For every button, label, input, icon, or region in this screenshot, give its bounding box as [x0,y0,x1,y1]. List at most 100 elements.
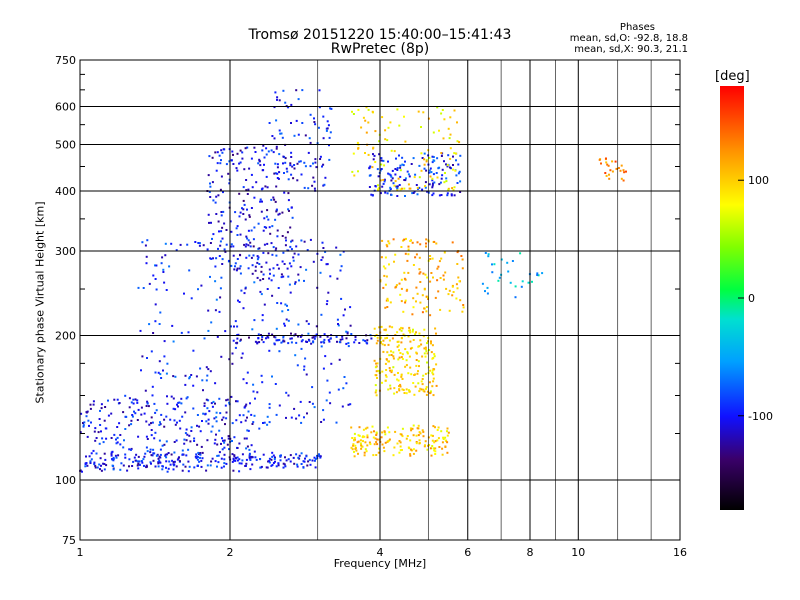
scatter-point [422,374,425,377]
scatter-point [297,133,300,136]
scatter-point [138,463,141,466]
scatter-point [207,213,210,216]
scatter-point [431,184,434,187]
stats-heading: Phases [619,22,655,33]
scatter-point [408,329,411,332]
scatter-point [204,412,207,415]
scatter-point [263,156,266,159]
scatter-point [265,215,268,218]
scatter-point [335,421,338,424]
scatter-point [222,191,224,194]
scatter-point [418,164,421,167]
scatter-point [410,163,413,165]
scatter-point [373,359,376,362]
scatter-point [281,211,284,214]
scatter-point [402,333,405,336]
scatter-point [425,306,428,308]
scatter-point [253,196,256,199]
scatter-point [421,355,424,358]
scatter-point [209,242,212,244]
scatter-point [297,323,300,326]
scatter-point [435,242,438,245]
scatter-point [401,156,404,159]
scatter-point [541,272,544,275]
scatter-point [615,167,618,170]
scatter-point [162,271,165,273]
scatter-point [224,423,226,426]
scatter-point [214,460,217,463]
scatter-point [99,468,101,471]
scatter-point [286,170,289,173]
scatter-point [390,175,393,178]
scatter-point [433,449,436,452]
scatter-point [381,239,384,242]
scatter-point [320,341,323,344]
scatter-point [230,264,233,267]
scatter-point [419,432,422,435]
scatter-point [104,406,107,408]
scatter-point [87,419,90,422]
scatter-point [230,325,232,328]
scatter-point [246,146,249,149]
scatter-point [233,454,236,457]
scatter-point [296,364,299,367]
scatter-point [195,453,198,456]
scatter-point [150,454,153,457]
scatter-point [337,324,340,327]
scatter-point [382,265,385,268]
scatter-point [537,274,540,277]
scatter-point [118,422,121,425]
scatter-point [386,306,389,308]
scatter-point [252,390,255,393]
scatter-point [290,265,293,268]
scatter-point [290,206,293,209]
scatter-point [431,385,434,388]
scatter-point [264,185,267,188]
scatter-point [134,459,137,462]
scatter-point [412,339,415,341]
scatter-point [441,174,444,177]
scatter-point [300,340,303,343]
scatter-point [433,353,436,356]
scatter-point [377,184,379,187]
scatter-point [128,458,131,461]
scatter-point [246,208,248,211]
scatter-point [259,290,262,293]
scatter-point [430,340,432,343]
scatter-point [163,425,166,428]
scatter-point [354,447,357,450]
scatter-point [393,260,395,263]
scatter-point [271,135,274,137]
scatter-point [378,326,381,329]
scatter-point [408,389,410,392]
scatter-point [245,243,248,246]
scatter-point [242,307,245,310]
scatter-point [386,139,389,142]
scatter-point [422,430,425,433]
scatter-point [375,454,378,456]
scatter-point [436,157,439,160]
scatter-point [439,277,442,279]
scatter-point [192,349,195,352]
scatter-point [241,151,244,154]
scatter-point [223,462,226,465]
scatter-point [175,249,178,252]
scatter-point [346,331,349,334]
scatter-point [103,468,106,471]
scatter-point [459,299,462,302]
scatter-point [263,303,266,306]
scatter-point [140,406,143,409]
scatter-point [388,360,390,363]
scatter-point [241,352,244,355]
scatter-point [390,193,393,196]
scatter-point [392,351,395,354]
scatter-point [396,195,399,197]
scatter-point [291,216,294,219]
scatter-point [364,427,367,430]
scatter-point [449,116,452,119]
scatter-point [218,230,220,233]
scatter-point [298,160,301,163]
scatter-point [449,157,452,160]
scatter-point [399,175,402,178]
y-tick-label: 600 [55,101,76,114]
